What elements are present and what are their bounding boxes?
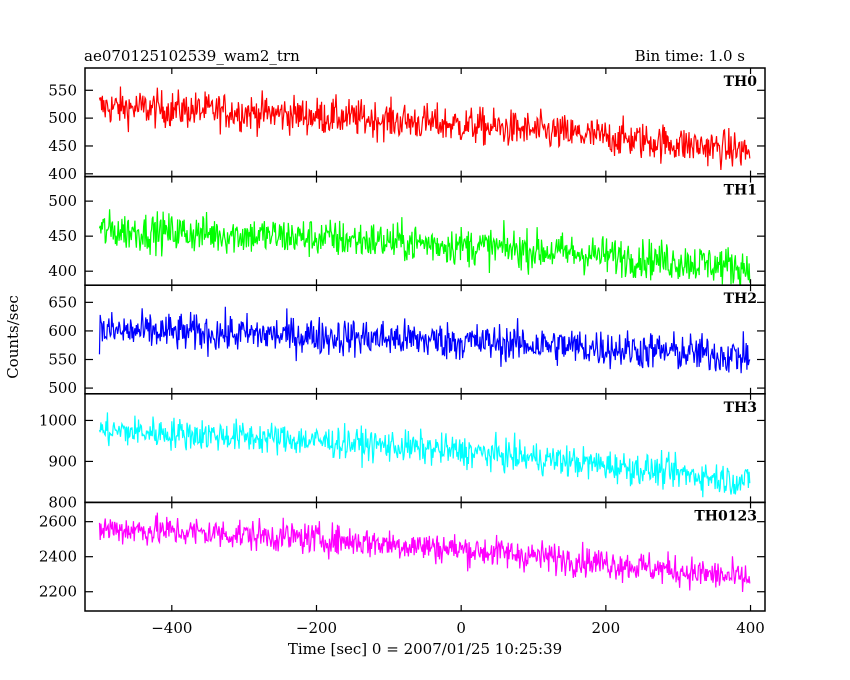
panel-label-th3: TH3	[724, 400, 757, 416]
x-tick-label: 0	[456, 619, 466, 637]
y-tick-label: 550	[48, 351, 77, 369]
y-tick-label: 500	[48, 192, 77, 210]
x-tick-label: 200	[592, 619, 621, 637]
y-tick-label: 900	[48, 452, 77, 470]
y-tick-label: 650	[48, 293, 77, 311]
y-tick-label: 2600	[39, 513, 77, 531]
bin-time-label: Bin time: 1.0 s	[635, 47, 745, 65]
panel-label-th0123: TH0123	[694, 508, 757, 524]
panel-th2: 500 550 600 650 TH2	[48, 284, 766, 397]
y-tick-label: 2200	[39, 583, 77, 601]
y-tick-label: 600	[48, 322, 77, 340]
panel-th0123: 2200 2400 2600 TH0123	[39, 501, 766, 612]
y-axis-label: Counts/sec	[4, 295, 22, 379]
x-axis: −400 −200 0 200 400	[151, 619, 765, 637]
y-tick-label: 1000	[39, 411, 77, 429]
panel-label-th2: TH2	[724, 291, 757, 307]
panel-th1: 400 450 500 TH1	[48, 175, 766, 286]
y-tick-label: 800	[48, 493, 77, 511]
panel-th0: 400 450 500 550 TH0	[48, 67, 766, 183]
y-tick-label: 400	[48, 165, 77, 183]
panel-frame	[84, 501, 766, 612]
series-line-th0	[98, 86, 751, 171]
y-tick-label: 500	[48, 109, 77, 127]
chart-title: ae070125102539_wam2_trn	[84, 47, 300, 65]
y-tick-label: 550	[48, 81, 77, 99]
y-tick-label: 450	[48, 227, 77, 245]
panel-label-th1: TH1	[724, 183, 757, 199]
y-tick-label: 500	[48, 379, 77, 397]
series-line-th1	[98, 209, 751, 286]
y-tick-label: 450	[48, 137, 77, 155]
x-axis-label: Time [sec] 0 = 2007/01/25 10:25:39	[288, 640, 562, 658]
x-tick-label: −400	[151, 619, 192, 637]
y-tick-label: 2400	[39, 548, 77, 566]
x-tick-label: −200	[296, 619, 337, 637]
panel-label-th0: TH0	[724, 74, 758, 90]
y-tick-label: 400	[48, 262, 77, 280]
x-tick-label: 400	[736, 619, 765, 637]
series-line-th3	[98, 412, 751, 498]
panels-group: 400 450 500 550 TH0 400 450 500 TH1 500 550 600 650 T…	[39, 67, 766, 612]
series-line-th0123	[98, 512, 751, 592]
series-line-th2	[98, 306, 751, 374]
panel-th3: 800 900 1000 TH3	[39, 393, 766, 511]
